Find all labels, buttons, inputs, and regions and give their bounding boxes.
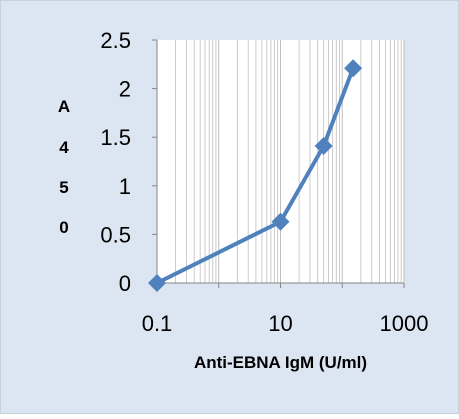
y-tick-label: 1 [119, 174, 131, 199]
y-axis-title-char: A [58, 97, 70, 116]
y-tick-label: 2 [119, 77, 131, 102]
y-axis-title-char: 5 [59, 178, 68, 197]
x-axis-title: Anti-EBNA IgM (U/ml) [194, 353, 367, 372]
series-line [156, 67, 355, 285]
data-point [148, 274, 166, 292]
y-tick-label: 2.5 [100, 28, 131, 53]
y-axis-title-char: 4 [59, 138, 69, 157]
y-tick-label: 0 [119, 271, 131, 296]
series-layer [148, 59, 363, 292]
x-tick-label: 1000 [380, 311, 429, 336]
y-tick-label: 1.5 [100, 125, 131, 150]
y-tick-label: 0.5 [100, 222, 131, 247]
y-axis-title: A 4 5 0 [58, 97, 70, 237]
x-tick-label: 0.1 [142, 311, 173, 336]
gridlines [152, 39, 405, 288]
data-point [314, 136, 333, 155]
y-axis-title-char: 0 [59, 218, 68, 237]
data-point [271, 212, 290, 231]
x-tick-label: 10 [268, 311, 292, 336]
tick-labels: 0 0.5 1 1.5 2 2.5 0.1 10 1000 [100, 28, 428, 336]
data-point [344, 59, 363, 78]
